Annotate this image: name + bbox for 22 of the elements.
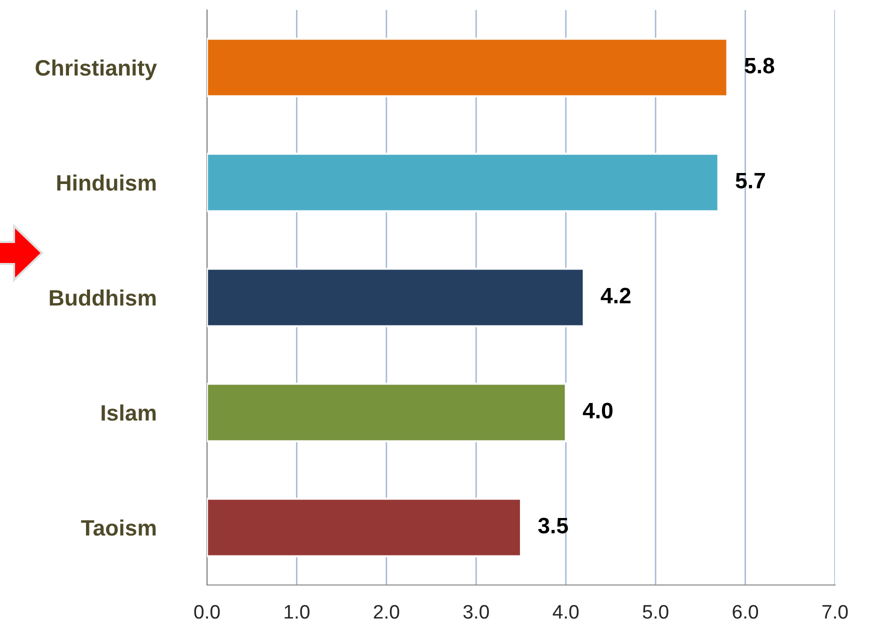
bar (207, 268, 585, 328)
bar (207, 152, 720, 212)
x-tick-label: 7.0 (822, 604, 848, 619)
data-label: 4.2 (600, 288, 630, 304)
x-tick-label: 4.0 (552, 604, 579, 619)
data-label: 4.0 (582, 402, 613, 418)
y-tick-label: Taoism (81, 519, 156, 536)
x-tick-label: 6.0 (732, 604, 758, 619)
x-tick-label: 5.0 (642, 604, 668, 619)
bar (207, 38, 728, 98)
bar (207, 382, 567, 442)
y-tick-label: Hinduism (57, 174, 156, 191)
x-tick-label: 3.0 (463, 604, 489, 619)
y-tick-label: Islam (102, 404, 156, 421)
y-tick-label: Buddhism (50, 289, 156, 306)
x-tick-label: 2.0 (374, 604, 400, 619)
data-label: 5.7 (736, 172, 765, 188)
y-tick-label: Christianity (36, 59, 157, 80)
data-label: 5.8 (744, 58, 774, 74)
data-label: 3.5 (538, 518, 568, 534)
x-tick-label: 0.0 (194, 604, 220, 619)
x-tick-label: 1.0 (284, 604, 310, 619)
